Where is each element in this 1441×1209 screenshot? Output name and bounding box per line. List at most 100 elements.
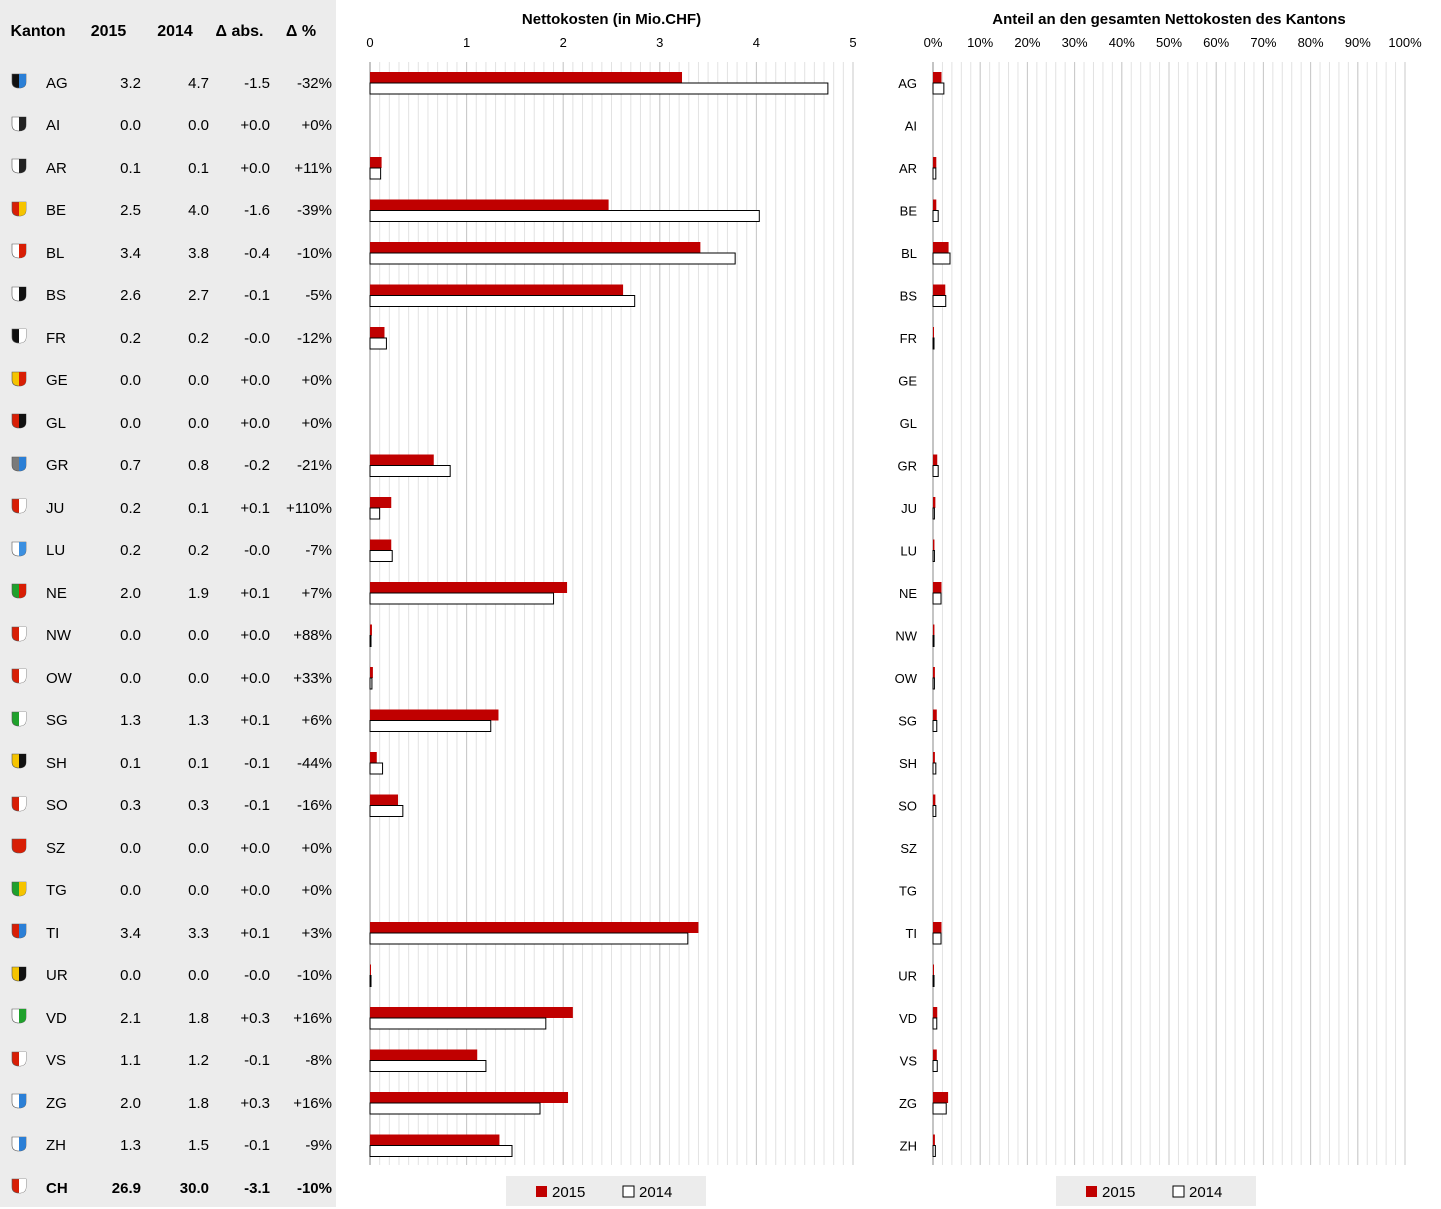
kanton-flag-icon [11, 1093, 27, 1109]
table-cell-v2014: 1.9 [188, 584, 209, 602]
bar-2014 [369, 677, 373, 690]
bar-2015 [370, 72, 683, 83]
tick-label: 5 [849, 35, 856, 50]
table-cell-dabs: +0.1 [240, 924, 270, 942]
table-cell-v2015: 0.0 [120, 117, 141, 134]
legend-label-2014: 2014 [639, 1184, 672, 1201]
bar-2014 [369, 1017, 547, 1030]
category-label: SZ [900, 841, 917, 856]
table-cell-kanton: AR [46, 159, 67, 177]
bar-2014 [369, 762, 384, 775]
table-cell-v2014: 4.7 [188, 74, 209, 92]
table-cell-dpct: -10% [296, 967, 332, 984]
chart-title: Nettokosten (in Mio.CHF) [522, 11, 701, 28]
table-cell-dabs: +0.1 [240, 499, 270, 517]
bar-2015 [933, 624, 935, 636]
bar-2014 [932, 635, 935, 647]
table-cell-v2014: 0.0 [188, 372, 209, 389]
bar-2015 [370, 1092, 569, 1103]
bar-2014 [369, 1102, 541, 1115]
category-label: BL [901, 246, 917, 261]
table-cell-v2014: 0.3 [188, 797, 209, 814]
bar-2015 [933, 454, 938, 466]
legend-label-2015: 2015 [1102, 1184, 1135, 1201]
bar-2015 [370, 327, 385, 338]
table-cell-v2014: 0.0 [188, 839, 209, 857]
table-cell-v2014: 0.0 [188, 882, 209, 899]
category-label: GR [898, 459, 918, 474]
category-label: FR [900, 331, 917, 346]
kanton-flag-icon [11, 923, 27, 939]
table-cell-dabs: +0.0 [240, 414, 270, 432]
bar-2015 [370, 1007, 573, 1018]
table-cell-kanton: CH [46, 1179, 68, 1197]
bar-2015 [370, 284, 624, 296]
table-cell-kanton: TI [46, 924, 60, 942]
table-cell-kanton: UR [46, 967, 68, 984]
table-cell-v2015: 3.4 [120, 244, 141, 262]
category-label: SG [898, 714, 917, 729]
tick-label: 3 [656, 35, 663, 50]
kanton-flag-icon [11, 881, 27, 896]
bar-2014 [932, 337, 935, 350]
table-cell-v2014: 0.1 [188, 159, 209, 177]
category-label: LU [900, 544, 917, 559]
table-cell-v2015: 3.2 [120, 74, 141, 92]
table-cell-dabs: -3.1 [244, 1179, 270, 1197]
kanton-table: Kanton 2015 2014 Δ abs. Δ % AG 3.2 4.7 -1.5 -32%… [0, 0, 336, 1207]
kanton-flag-icon [11, 243, 27, 259]
category-label: NE [899, 586, 917, 601]
table-cell-v2015: 0.0 [120, 669, 141, 687]
table-cell-kanton: ZG [46, 1094, 67, 1112]
kanton-flag-icon [11, 1136, 27, 1151]
category-label: VS [900, 1054, 918, 1069]
bar-2014 [932, 1145, 936, 1157]
table-cell-kanton: OW [46, 669, 72, 687]
bar-2014 [932, 465, 939, 477]
table-cell-dpct: -5% [305, 287, 332, 304]
kanton-flag-icon [11, 583, 27, 599]
tick-label: 90% [1345, 35, 1371, 50]
category-label: OW [895, 671, 918, 686]
bar-2015 [370, 752, 377, 763]
table-cell-kanton: SZ [46, 839, 66, 857]
tick-label: 50% [1156, 35, 1182, 50]
bar-2015 [933, 964, 934, 976]
kanton-flag-icon [11, 498, 27, 514]
table-cell-v2014: 1.2 [188, 1052, 209, 1069]
bar-2015 [933, 794, 936, 806]
table-cell-dpct: -9% [305, 1137, 332, 1154]
column-header: Δ % [285, 23, 317, 40]
category-label: VD [899, 1011, 917, 1026]
bar-2015 [370, 454, 434, 466]
table-cell-v2015: 0.0 [120, 414, 141, 432]
table-cell-dpct: +33% [293, 669, 332, 687]
table-cell-v2015: 0.1 [120, 754, 141, 772]
table-cell-v2014: 0.2 [188, 329, 209, 347]
table-cell-dpct: +7% [301, 584, 332, 602]
table-cell-kanton: NW [46, 627, 71, 644]
table-cell-dabs: +0.0 [240, 159, 270, 177]
bar-2015 [933, 72, 942, 83]
column-header: 2014 [157, 23, 193, 40]
table-cell-dpct: +110% [285, 499, 332, 517]
column-header: 2015 [90, 23, 127, 40]
bar-2015 [370, 667, 373, 678]
table-cell-v2014: 1.5 [188, 1137, 209, 1154]
bar-2014 [369, 252, 736, 265]
legend-swatch-2014 [622, 1185, 635, 1198]
bar-2014 [932, 1060, 938, 1072]
table-cell-dpct: +88% [293, 627, 332, 644]
table-cell-v2015: 0.7 [120, 457, 141, 474]
category-label: SH [899, 756, 917, 771]
bar-2015 [933, 1007, 938, 1018]
tick-label: 2 [560, 35, 567, 50]
tick-label: 1 [463, 35, 470, 50]
table-cell-kanton: BL [46, 244, 65, 262]
bar-2015 [933, 709, 937, 721]
bar-2014 [369, 1145, 513, 1157]
category-label: UR [898, 969, 917, 984]
table-cell-v2015: 0.2 [120, 499, 141, 517]
table-cell-kanton: BS [46, 287, 67, 304]
bar-2014 [932, 295, 947, 307]
